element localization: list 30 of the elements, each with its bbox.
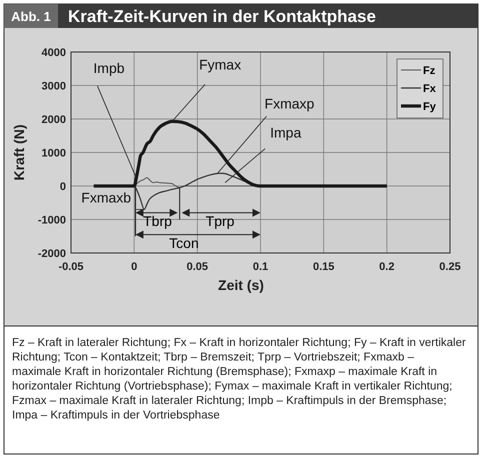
text: Fz – Kraft in lateraler Richtung; Fx – Kraft in horizontaler Richtung; Fy – Kraft in vertikaler Richtung; Tcon – Kontaktzeit; Tbrp – Bremszeit; Tprp – Vortriebszeit; Fxmaxb – maximale Kraft in horizontaler Richtung (Bremsphase); Fxmaxp – maximale Kraft in horizontaler Richtung (Vortriebsphase); Fymax – maximale Kraft in vertikaler Richtung; Fzmax – maximale Kraft in lateraler Richtung; Impb – Kraftimpuls in der Bremsphase; Impa – Kraftimpuls in der Vortriebsphase [12,337,466,422]
x-tick-label: -0.05 [58,261,84,273]
legend-label: Fz [423,65,436,77]
x-tick-label: 0.05 [186,261,208,273]
y-axis-title: Kraft (N) [11,124,27,180]
legend-label: Fx [423,83,437,95]
x-tick-label: 0 [131,261,138,273]
y-tick-label: 1000 [42,148,66,160]
y-tick-label: 0 [60,181,66,193]
chart-title: Kraft-Zeit-Kurven in der Kontaktphase [68,7,376,26]
y-tick-label: -1000 [38,214,66,226]
y-tick-label: 2000 [42,114,66,126]
x-tick-label: 0.1 [252,261,268,273]
x-tick-label: 0.2 [379,261,394,273]
x-tick-label: 0.15 [312,261,334,273]
y-tick-label: 3000 [42,80,66,92]
annotation: Fxmaxp [264,95,315,112]
caption: Abb. 1 [11,9,51,24]
annotation: Fxmaxb [81,189,132,206]
x-axis-title: Zeit (s) [218,277,264,293]
annotation: Impa [270,124,302,141]
y-tick-label: -2000 [38,248,66,260]
x-tick-label: 0.25 [439,261,461,273]
annotation: Impb [93,60,125,76]
y-tick-label: 4000 [42,47,66,59]
annotation: Tbrp [143,213,172,230]
annotation: Tprp [206,213,235,230]
annotation: Fymax [199,56,242,72]
legend-label: Fy [423,101,437,113]
annotation: Tcon [169,234,199,251]
